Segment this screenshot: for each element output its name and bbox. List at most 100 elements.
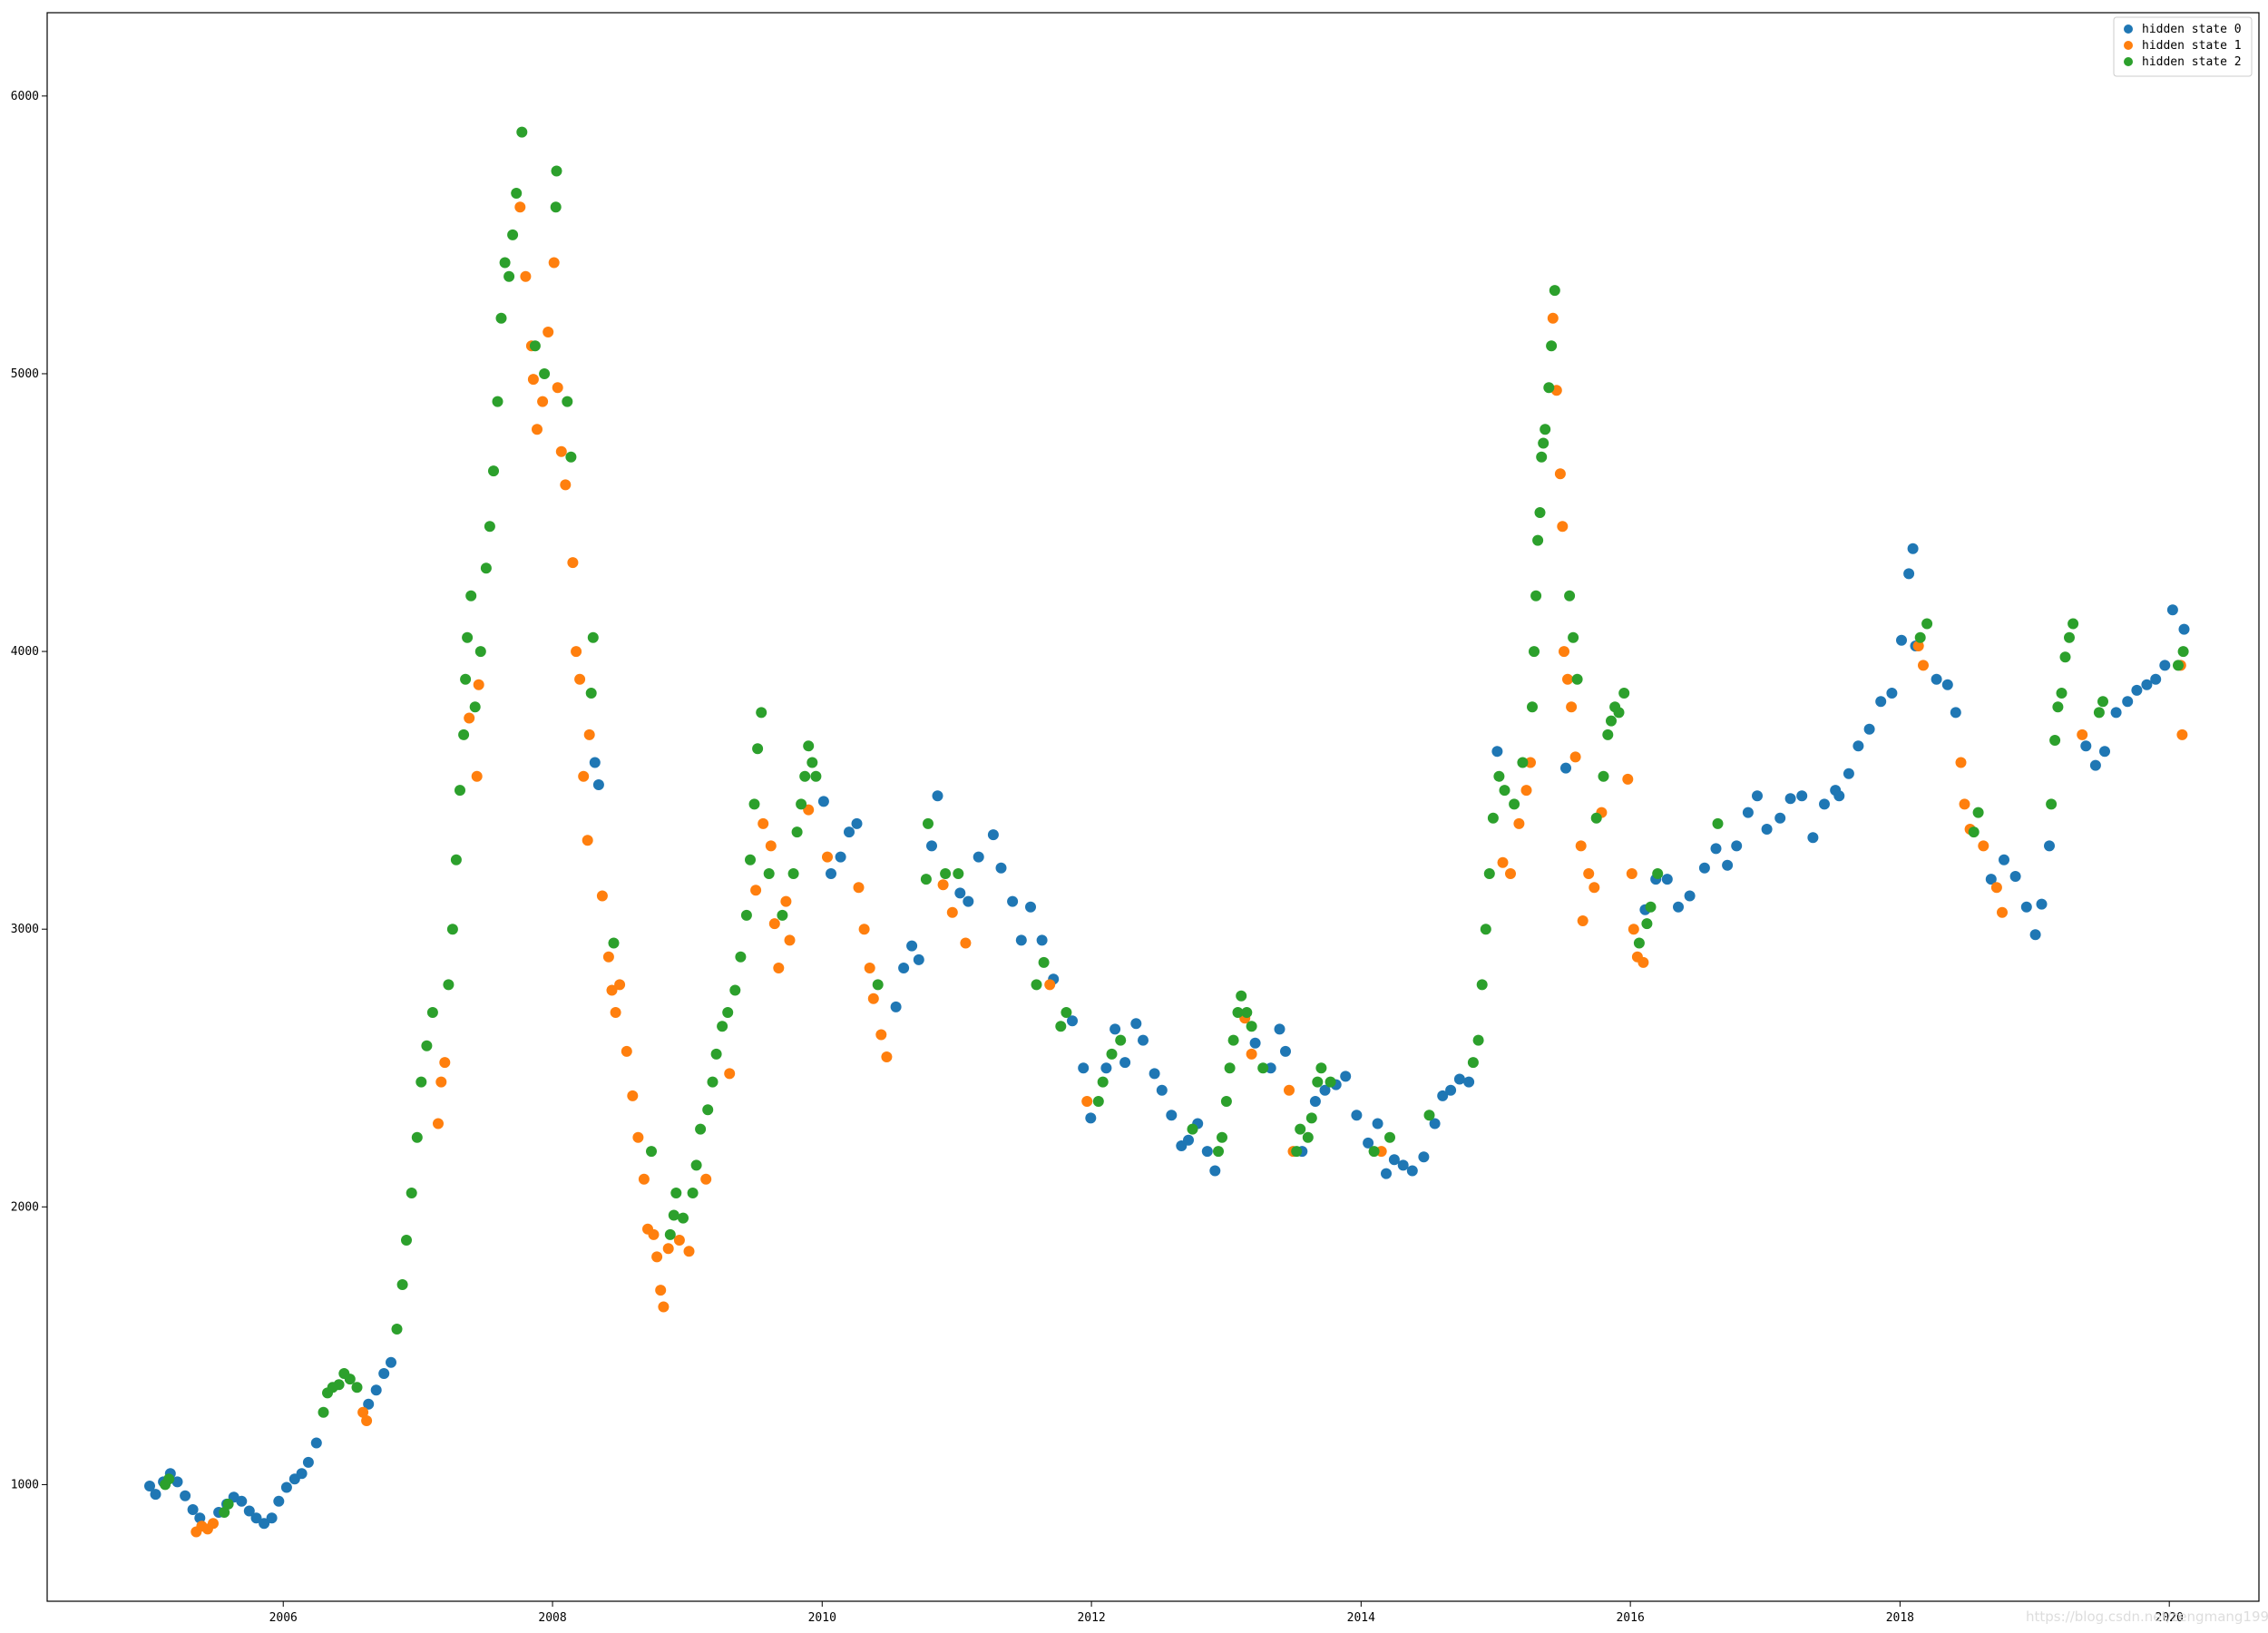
point bbox=[435, 1076, 447, 1088]
legend-label: hidden state 2 bbox=[2142, 55, 2242, 69]
point bbox=[646, 1146, 657, 1158]
point bbox=[1368, 1146, 1380, 1158]
point bbox=[740, 909, 752, 921]
point bbox=[1166, 1110, 1178, 1121]
point bbox=[1560, 762, 1571, 774]
point bbox=[1505, 868, 1516, 879]
point bbox=[1568, 631, 1579, 643]
point bbox=[1325, 1076, 1336, 1088]
point bbox=[2099, 746, 2110, 758]
point bbox=[602, 951, 614, 963]
series-2 bbox=[160, 126, 2189, 1518]
point bbox=[810, 770, 822, 782]
point bbox=[357, 1406, 369, 1418]
point bbox=[702, 1104, 714, 1116]
point bbox=[1538, 437, 1549, 449]
point bbox=[1549, 285, 1560, 297]
y-tick-label: 3000 bbox=[11, 923, 39, 936]
point bbox=[421, 1040, 433, 1051]
point bbox=[1712, 817, 1724, 829]
point bbox=[520, 270, 532, 282]
point bbox=[787, 868, 799, 879]
point bbox=[898, 963, 910, 973]
point bbox=[1038, 956, 1050, 968]
legend: hidden state 0 hidden state 1 hidden state… bbox=[2113, 16, 2253, 77]
point bbox=[1955, 757, 1967, 768]
point bbox=[458, 728, 470, 740]
point bbox=[638, 1173, 650, 1185]
point bbox=[2159, 660, 2171, 671]
point bbox=[954, 887, 966, 899]
point bbox=[180, 1490, 191, 1501]
point bbox=[266, 1512, 278, 1524]
point bbox=[608, 937, 620, 949]
point bbox=[1886, 688, 1898, 699]
point bbox=[1950, 707, 1961, 719]
point bbox=[1589, 882, 1600, 894]
point bbox=[851, 817, 863, 829]
point bbox=[987, 829, 999, 841]
point bbox=[1698, 862, 1710, 874]
point bbox=[1875, 696, 1887, 708]
point bbox=[756, 707, 767, 719]
point bbox=[1227, 1034, 1239, 1046]
point bbox=[1761, 824, 1773, 835]
point bbox=[1628, 924, 1639, 935]
point bbox=[890, 1001, 902, 1012]
point bbox=[1309, 1096, 1321, 1107]
point bbox=[2046, 798, 2058, 810]
point bbox=[1119, 1057, 1131, 1069]
point bbox=[2178, 623, 2190, 635]
watermark-text: https://blog.csdn.net/zengmang1998 bbox=[2026, 1609, 2268, 1625]
point bbox=[386, 1356, 396, 1368]
point bbox=[853, 882, 865, 894]
point bbox=[1577, 915, 1589, 926]
point bbox=[552, 382, 563, 394]
point bbox=[920, 874, 932, 885]
point bbox=[881, 1051, 893, 1062]
legend-marker bbox=[2124, 24, 2133, 34]
y-tick-label: 1000 bbox=[11, 1478, 39, 1491]
point bbox=[2122, 696, 2134, 708]
point bbox=[1249, 1037, 1261, 1049]
point bbox=[913, 953, 924, 965]
point bbox=[1224, 1062, 1236, 1074]
point bbox=[932, 790, 943, 802]
point bbox=[953, 868, 964, 879]
point bbox=[450, 854, 462, 865]
point bbox=[1833, 790, 1845, 802]
point bbox=[1543, 382, 1555, 394]
point bbox=[1213, 1146, 1224, 1158]
point bbox=[1061, 1007, 1072, 1018]
point bbox=[391, 1324, 403, 1335]
point bbox=[473, 679, 484, 690]
point bbox=[1031, 979, 1042, 991]
point bbox=[455, 785, 465, 797]
point bbox=[583, 728, 595, 740]
point bbox=[1078, 1062, 1090, 1074]
point bbox=[2110, 707, 2122, 719]
point bbox=[1319, 1084, 1331, 1096]
point bbox=[1476, 979, 1488, 991]
point bbox=[1497, 856, 1509, 868]
point bbox=[1752, 790, 1763, 802]
legend-box bbox=[2113, 16, 2253, 77]
point bbox=[722, 1007, 734, 1018]
point bbox=[1149, 1068, 1160, 1080]
point bbox=[465, 590, 477, 601]
x-tick-label: 2012 bbox=[1077, 1611, 1105, 1625]
point bbox=[614, 979, 626, 991]
point bbox=[439, 1057, 451, 1069]
point bbox=[763, 868, 775, 879]
point bbox=[1295, 1123, 1306, 1135]
point bbox=[1985, 874, 1997, 885]
point bbox=[259, 1518, 270, 1530]
point bbox=[1633, 937, 1645, 949]
point bbox=[1115, 1034, 1127, 1046]
point bbox=[1569, 751, 1581, 763]
point bbox=[1397, 1159, 1409, 1171]
point bbox=[1571, 673, 1583, 685]
points-layer bbox=[144, 126, 2190, 1538]
point bbox=[2052, 701, 2064, 713]
point bbox=[565, 451, 577, 463]
